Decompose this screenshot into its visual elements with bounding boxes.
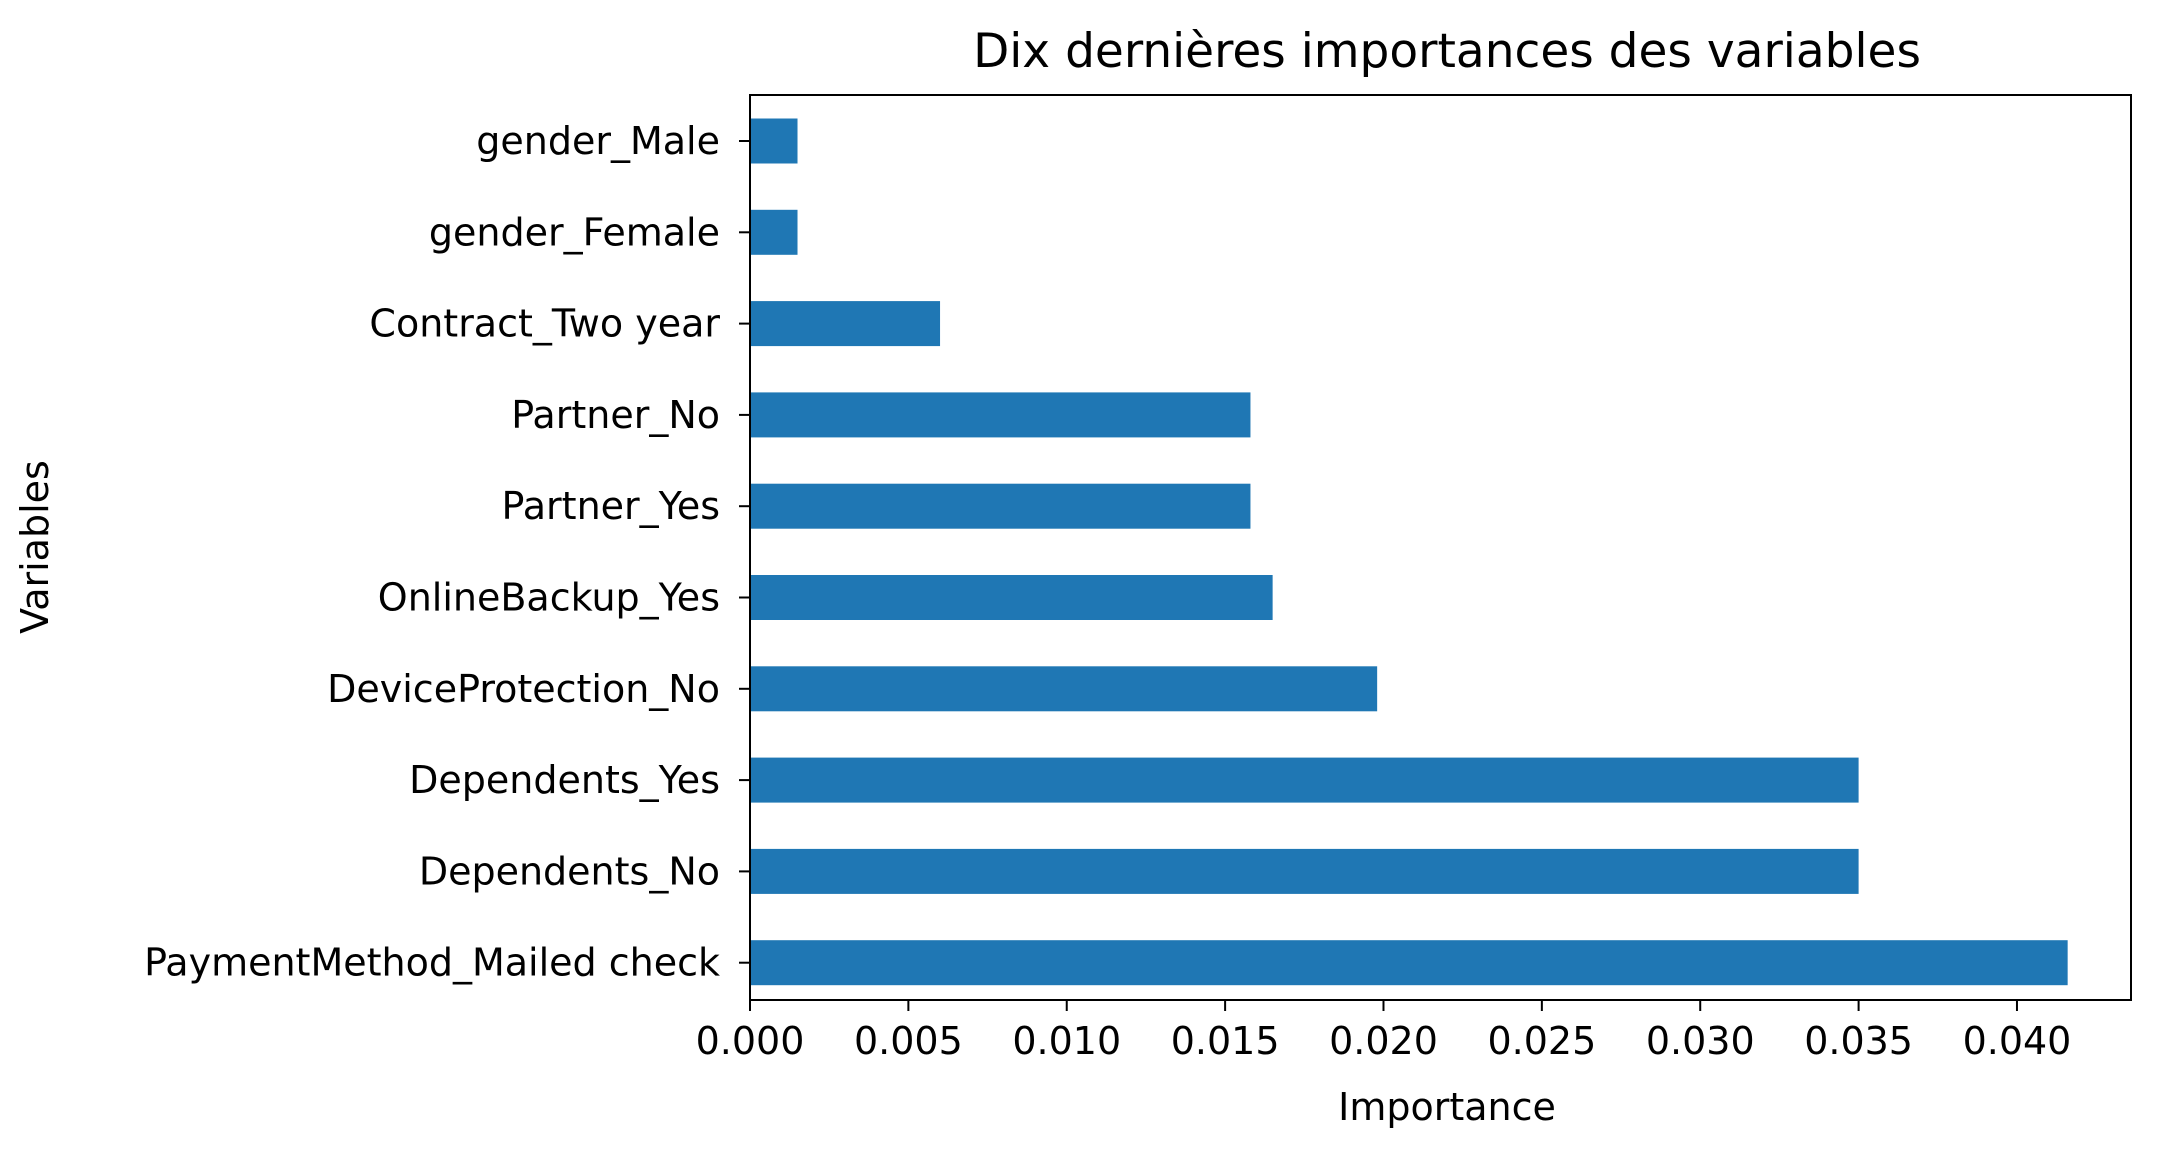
category-label: Partner_No xyxy=(511,393,720,437)
bar-dependents-yes xyxy=(750,757,1859,803)
chart-title: Dix dernières importances des variables xyxy=(973,24,1921,79)
x-tick-label: 0.025 xyxy=(1487,1019,1596,1063)
category-label: gender_Female xyxy=(429,210,720,254)
plot-frame xyxy=(749,94,2132,1001)
category-label: Partner_Yes xyxy=(502,484,720,528)
bar-partner-yes xyxy=(750,483,1251,529)
x-tick-label: 0.015 xyxy=(1171,1019,1280,1063)
bar-gender-female xyxy=(750,209,798,255)
category-label: Dependents_Yes xyxy=(409,758,720,802)
category-label: PaymentMethod_Mailed check xyxy=(144,941,720,985)
y-axis-title: Variables xyxy=(13,460,57,634)
category-label: OnlineBackup_Yes xyxy=(378,576,720,620)
x-axis-title: Importance xyxy=(1338,1085,1556,1129)
bar-contract-two-year xyxy=(750,301,941,347)
bar-partner-no xyxy=(750,392,1251,438)
bar-deviceprotection-no xyxy=(750,666,1378,712)
category-label: Dependents_No xyxy=(419,849,720,893)
bar-dependents-no xyxy=(750,848,1859,894)
bars-group xyxy=(750,118,2068,986)
x-tick-label: 0.005 xyxy=(854,1019,963,1063)
category-label: Contract_Two year xyxy=(369,302,720,346)
x-tick-label: 0.020 xyxy=(1329,1019,1438,1063)
x-tick-label: 0.035 xyxy=(1804,1019,1913,1063)
bar-gender-male xyxy=(750,118,798,164)
category-labels: gender_Male gender_Female Contract_Two yea… xyxy=(144,119,750,985)
x-tick-label: 0.040 xyxy=(1963,1019,2072,1063)
category-label: gender_Male xyxy=(476,119,720,163)
category-label: DeviceProtection_No xyxy=(327,667,720,711)
x-tick-label: 0.030 xyxy=(1646,1019,1755,1063)
x-axis-ticks: 0.000 0.005 0.010 0.015 0.020 0.025 0.030 0.035… xyxy=(696,1000,2072,1063)
bar-onlinebackup-yes xyxy=(750,575,1273,620)
bar-paymentmethod-mailed-check xyxy=(750,940,2068,986)
x-tick-label: 0.010 xyxy=(1012,1019,1121,1063)
x-tick-label: 0.000 xyxy=(696,1019,805,1063)
